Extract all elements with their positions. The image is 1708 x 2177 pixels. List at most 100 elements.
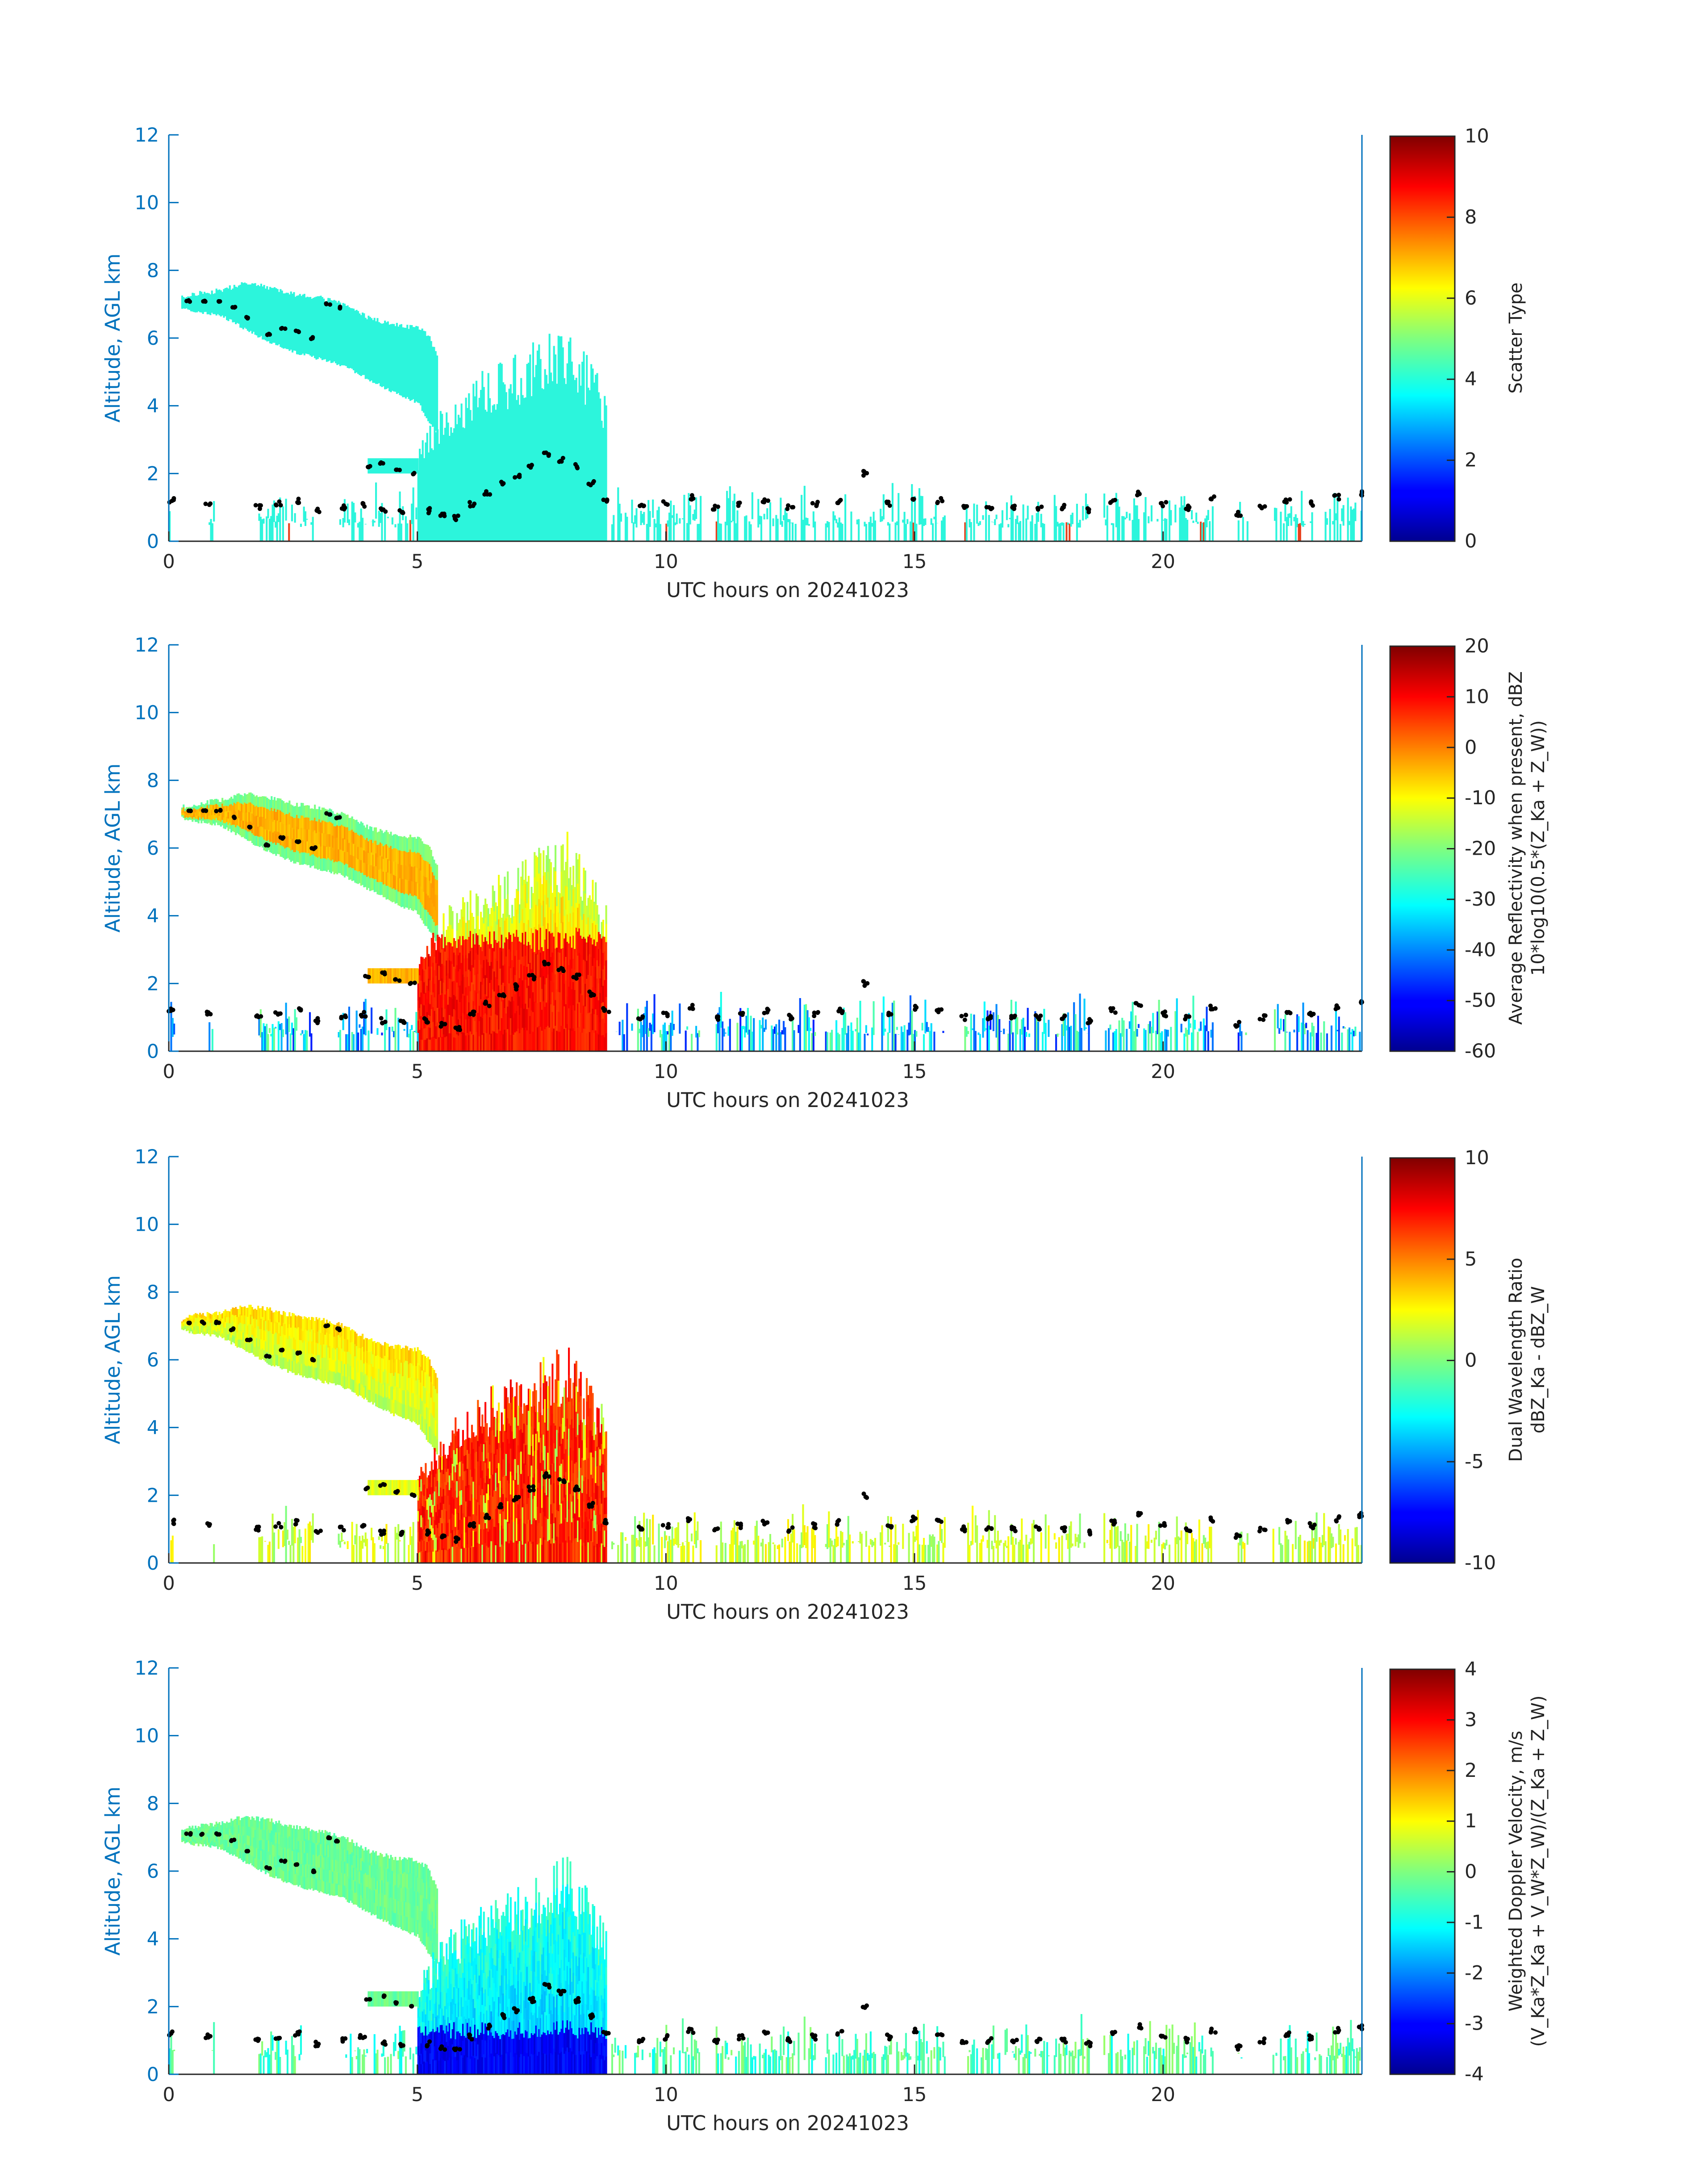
echo-cell [211, 290, 213, 296]
echo-cell [317, 857, 319, 870]
echo-cell [400, 458, 402, 474]
echo-cell [315, 844, 317, 857]
echo-cell [385, 857, 388, 872]
echo-cell [435, 1038, 437, 1052]
echo-cell [589, 485, 591, 504]
echo-cell [417, 852, 419, 868]
echo-cell [364, 330, 367, 343]
echo-cell [411, 968, 413, 984]
echo-cell [828, 522, 830, 541]
echo-cell [188, 304, 191, 308]
echo-cell [373, 318, 376, 331]
echo-cell [456, 913, 458, 931]
echo-cell [236, 315, 238, 323]
echo-cell [517, 890, 519, 914]
echo-cell [267, 809, 270, 820]
echo-cell [1185, 518, 1187, 541]
echo-cell [244, 829, 246, 839]
echo-cell [1162, 519, 1165, 521]
echo-cell [312, 309, 314, 322]
echo-cell [535, 365, 537, 388]
echo-cell [471, 982, 473, 1000]
echo-cell [1037, 1022, 1040, 1051]
echo-cell [539, 427, 542, 451]
echo-cell [472, 950, 475, 968]
echo-cell [520, 986, 522, 1008]
echo-cell [580, 993, 582, 1013]
echo-cell [595, 375, 597, 396]
echo-cell [218, 802, 221, 807]
echo-cell [973, 1014, 975, 1051]
echo-cell [1016, 1017, 1019, 1035]
echo-cell [382, 458, 384, 474]
echo-cell [478, 944, 480, 960]
echo-cell [235, 286, 237, 295]
echo-cell [571, 474, 573, 497]
echo-cell [541, 1009, 543, 1031]
echo-cell [1303, 1024, 1306, 1035]
echo-cell [964, 1026, 966, 1051]
echo-cell [869, 516, 872, 541]
echo-cell [448, 449, 451, 463]
echo-cell [354, 360, 356, 373]
echo-cell [581, 938, 584, 958]
echo-cell [408, 852, 410, 867]
echo-cell [477, 1012, 479, 1032]
echo-cell [589, 915, 591, 935]
echo-cell [484, 475, 487, 493]
marker-point [362, 1010, 367, 1015]
echo-cell [526, 452, 528, 475]
echo-cell [1161, 507, 1163, 541]
echo-cell [205, 293, 207, 297]
echo-cell [502, 422, 505, 443]
echo-cell [572, 520, 575, 542]
echo-cell [285, 1003, 287, 1035]
echo-cell [532, 367, 534, 393]
echo-cell [269, 841, 271, 852]
echo-cell [246, 794, 249, 804]
echo-cell [1211, 1022, 1214, 1051]
echo-cell [493, 472, 496, 490]
echo-cell [413, 866, 416, 881]
echo-cell [604, 396, 606, 415]
echo-cell [455, 1024, 457, 1038]
echo-cell [364, 366, 367, 379]
echo-cell [478, 960, 480, 976]
echo-cell [402, 837, 404, 852]
echo-cell [399, 325, 401, 339]
echo-cell [1179, 507, 1181, 541]
echo-cell [246, 321, 249, 331]
echo-cell [250, 802, 252, 812]
echo-cell [518, 978, 521, 997]
echo-cell [478, 1005, 480, 1021]
echo-cell [486, 460, 488, 477]
echo-cell [466, 902, 469, 921]
echo-cell [760, 516, 763, 541]
echo-cell [279, 1024, 281, 1030]
echo-cell [569, 913, 572, 937]
echo-cell [246, 812, 249, 823]
echo-cell [223, 294, 225, 301]
echo-cell [294, 852, 296, 864]
echo-cell [385, 322, 388, 336]
echo-cell [641, 1025, 643, 1037]
echo-cell [350, 343, 352, 356]
echo-cell [417, 506, 419, 515]
echo-cell [343, 316, 346, 329]
echo-cell [271, 807, 273, 819]
echo-cell [850, 1022, 852, 1051]
marker-point [274, 502, 279, 507]
echo-cell [411, 355, 413, 371]
echo-cell [276, 322, 279, 334]
echo-cell [223, 823, 225, 829]
echo-cell [505, 392, 507, 411]
echo-cell [551, 952, 554, 973]
echo-cell [361, 518, 364, 541]
echo-cell [218, 811, 221, 816]
echo-cell [193, 304, 195, 309]
echo-cell [562, 420, 564, 445]
echo-cell [282, 812, 285, 824]
echo-cell [371, 968, 373, 984]
echo-cell [1359, 1032, 1361, 1051]
echo-cell [1103, 493, 1106, 518]
